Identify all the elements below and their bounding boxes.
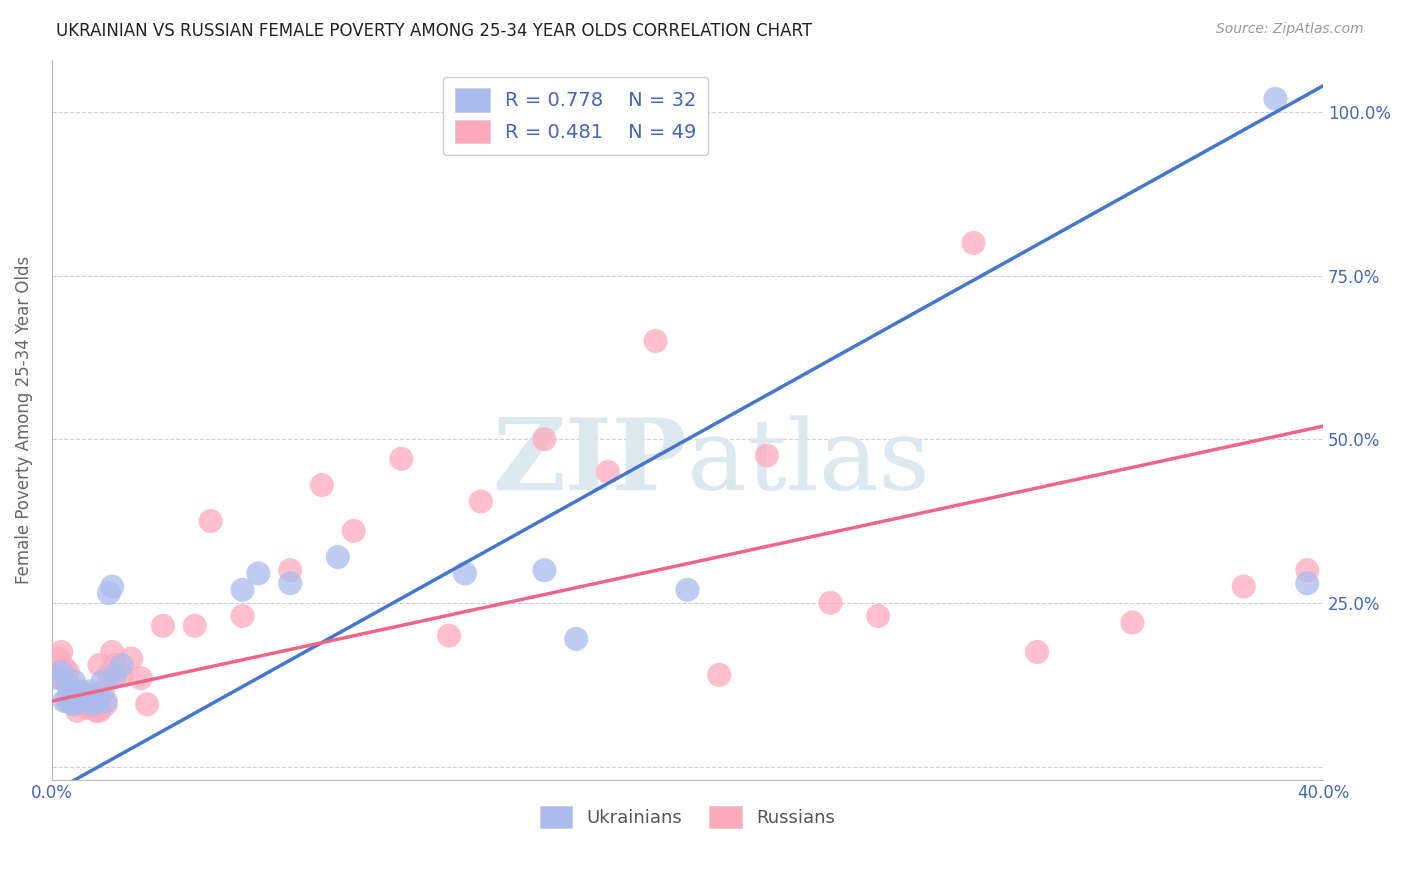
Legend: Ukrainians, Russians: Ukrainians, Russians bbox=[533, 799, 842, 836]
Point bbox=[53, 694, 76, 708]
Point bbox=[111, 668, 134, 682]
Point bbox=[709, 668, 731, 682]
Point bbox=[343, 524, 366, 538]
Point bbox=[56, 690, 79, 705]
Point bbox=[53, 661, 76, 675]
Point bbox=[63, 698, 86, 712]
Point bbox=[129, 671, 152, 685]
Point bbox=[97, 668, 120, 682]
Point bbox=[51, 671, 73, 685]
Point bbox=[51, 645, 73, 659]
Point bbox=[644, 334, 666, 348]
Y-axis label: Female Poverty Among 25-34 Year Olds: Female Poverty Among 25-34 Year Olds bbox=[15, 255, 32, 583]
Point bbox=[596, 465, 619, 479]
Point bbox=[91, 674, 114, 689]
Point bbox=[101, 580, 124, 594]
Point bbox=[962, 235, 984, 250]
Point bbox=[97, 586, 120, 600]
Point bbox=[56, 694, 79, 708]
Point bbox=[184, 619, 207, 633]
Point bbox=[72, 694, 94, 708]
Point bbox=[84, 704, 107, 718]
Point bbox=[104, 658, 127, 673]
Point bbox=[389, 451, 412, 466]
Point bbox=[79, 700, 101, 714]
Point bbox=[59, 688, 82, 702]
Point bbox=[533, 432, 555, 446]
Point bbox=[755, 449, 778, 463]
Point bbox=[1026, 645, 1049, 659]
Point bbox=[101, 645, 124, 659]
Point bbox=[51, 665, 73, 679]
Point bbox=[56, 665, 79, 679]
Text: atlas: atlas bbox=[688, 415, 931, 511]
Point bbox=[565, 632, 588, 646]
Point bbox=[76, 688, 98, 702]
Point bbox=[46, 671, 69, 685]
Point bbox=[470, 494, 492, 508]
Point bbox=[1264, 92, 1286, 106]
Point bbox=[76, 700, 98, 714]
Point bbox=[120, 651, 142, 665]
Point bbox=[46, 651, 69, 665]
Point bbox=[63, 698, 86, 712]
Point bbox=[89, 704, 111, 718]
Point bbox=[91, 684, 114, 698]
Point bbox=[89, 658, 111, 673]
Point bbox=[111, 658, 134, 673]
Point bbox=[66, 704, 89, 718]
Point bbox=[56, 678, 79, 692]
Point bbox=[868, 609, 890, 624]
Point bbox=[533, 563, 555, 577]
Point bbox=[63, 674, 86, 689]
Point bbox=[437, 629, 460, 643]
Text: Source: ZipAtlas.com: Source: ZipAtlas.com bbox=[1216, 22, 1364, 37]
Point bbox=[152, 619, 174, 633]
Point bbox=[94, 698, 117, 712]
Point bbox=[1233, 580, 1256, 594]
Point bbox=[1296, 563, 1319, 577]
Point bbox=[66, 684, 89, 698]
Point bbox=[1296, 576, 1319, 591]
Point bbox=[69, 694, 91, 708]
Point bbox=[676, 582, 699, 597]
Point bbox=[454, 566, 477, 581]
Point bbox=[94, 694, 117, 708]
Text: ZIP: ZIP bbox=[492, 414, 688, 511]
Point bbox=[231, 609, 253, 624]
Point bbox=[72, 694, 94, 708]
Point bbox=[200, 514, 222, 528]
Point bbox=[326, 550, 349, 565]
Point bbox=[278, 576, 301, 591]
Point bbox=[82, 698, 104, 712]
Point bbox=[136, 698, 159, 712]
Point bbox=[247, 566, 270, 581]
Point bbox=[104, 668, 127, 682]
Point bbox=[820, 596, 842, 610]
Point bbox=[84, 694, 107, 708]
Point bbox=[69, 684, 91, 698]
Point bbox=[278, 563, 301, 577]
Point bbox=[89, 690, 111, 705]
Point bbox=[66, 688, 89, 702]
Point bbox=[82, 698, 104, 712]
Point bbox=[311, 478, 333, 492]
Point bbox=[231, 582, 253, 597]
Point bbox=[1121, 615, 1143, 630]
Text: UKRAINIAN VS RUSSIAN FEMALE POVERTY AMONG 25-34 YEAR OLDS CORRELATION CHART: UKRAINIAN VS RUSSIAN FEMALE POVERTY AMON… bbox=[56, 22, 813, 40]
Point bbox=[79, 684, 101, 698]
Point bbox=[59, 690, 82, 705]
